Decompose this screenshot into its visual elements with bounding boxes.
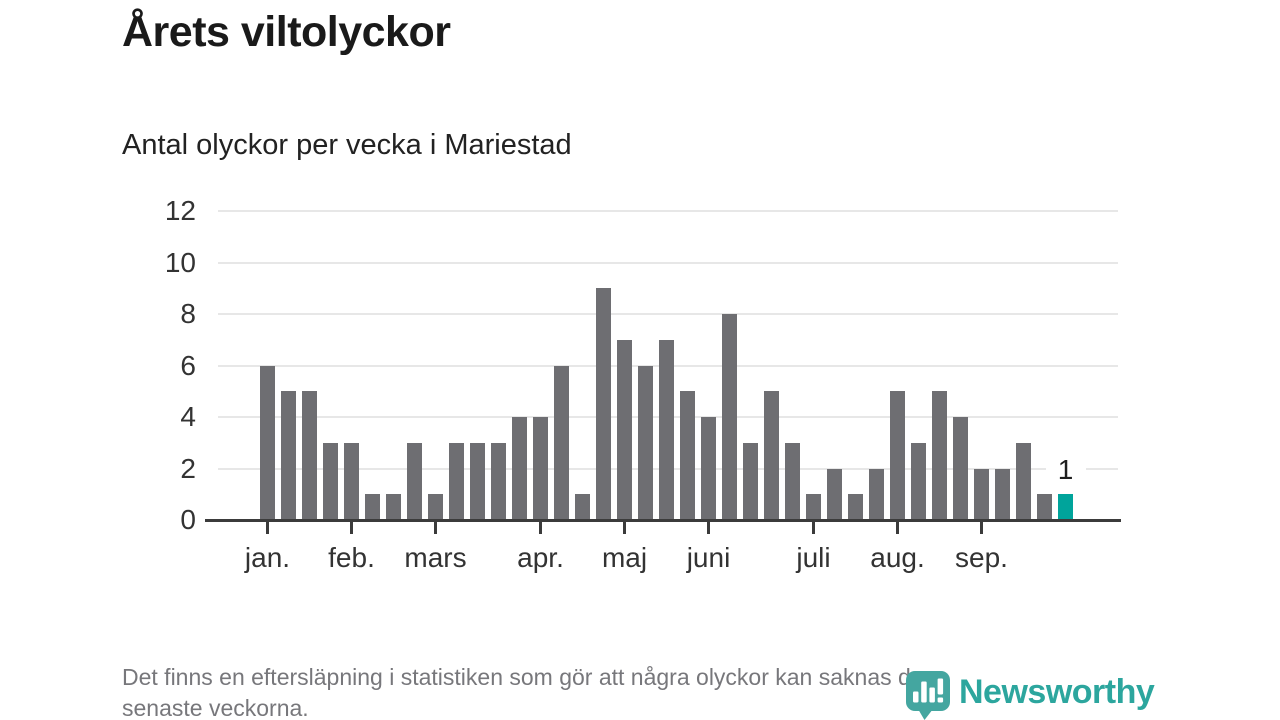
bar [449,442,464,520]
x-tick [266,521,269,534]
newsworthy-logo: Newsworthy [905,670,1155,720]
bar [890,391,905,520]
x-tick [980,521,983,534]
newsworthy-pin-barchart-icon [906,671,950,720]
x-tick-label: apr. [517,542,564,573]
bar [701,417,716,520]
bar [281,391,296,520]
x-tick-label: sep. [955,542,1008,573]
gridline [218,313,1118,315]
y-tick-label: 6 [180,349,196,381]
x-tick-label: mars [404,542,467,573]
highlighted-bar [1058,494,1073,520]
bar [386,494,401,520]
chart-subtitle: Antal olyckor per vecka i Mariestad [122,129,572,161]
bar [1037,494,1052,520]
x-tick [539,521,542,534]
x-tick [623,521,626,534]
bar [764,391,779,520]
x-tick-label: juni [686,542,731,573]
bar [407,442,422,520]
bar [596,288,611,520]
bar [428,494,443,520]
bar [512,417,527,520]
bar [302,391,317,520]
y-tick-label: 0 [180,504,196,535]
bar [554,365,569,520]
x-tick-label: feb. [328,542,375,573]
x-tick [350,521,353,534]
x-tick-label: jan. [244,542,291,573]
bar [869,468,884,520]
newsworthy-wordmark: Newsworthy [959,673,1155,711]
y-tick-label: 8 [180,298,196,329]
bar [659,339,674,520]
y-tick-label: 4 [180,401,196,432]
bar [323,442,338,520]
y-tick-label: 2 [180,452,196,484]
x-tick-label: juli [796,542,831,573]
bar [722,314,737,520]
bar [806,494,821,520]
bar [953,417,968,520]
x-tick [707,521,710,534]
y-tick-label: 10 [164,246,196,278]
bar [974,468,989,520]
bar [365,494,380,520]
bar [344,442,359,520]
bar [575,494,590,520]
footer-note-line1: Det finns en eftersläpning i statistiken… [122,664,924,690]
bar [680,391,695,520]
bar-value-label: 1 [1045,454,1086,487]
bar [743,442,758,520]
bar [848,494,863,520]
bar [1016,442,1031,520]
bar [491,442,506,520]
chart-title: Årets viltolyckor [122,8,451,56]
bar [533,417,548,520]
bar [785,442,800,520]
bar [827,468,842,520]
bar [260,365,275,520]
y-tick-label: 12 [164,195,196,226]
x-tick [896,521,899,534]
bar [932,391,947,520]
bar [638,365,653,520]
x-tick [812,521,815,534]
bar [911,442,926,520]
gridline [218,261,1118,264]
x-tick [434,521,437,534]
bar [617,339,632,520]
bar [470,442,485,520]
footer-note: Det finns en eftersläpning i statistiken… [122,662,1162,720]
x-axis-line [205,518,1121,522]
footer-note-line2: senaste veckorna. [122,695,309,720]
gridline [218,210,1118,212]
x-tick-label: aug. [870,542,925,573]
bar [995,468,1010,520]
x-tick-label: maj [601,542,648,573]
